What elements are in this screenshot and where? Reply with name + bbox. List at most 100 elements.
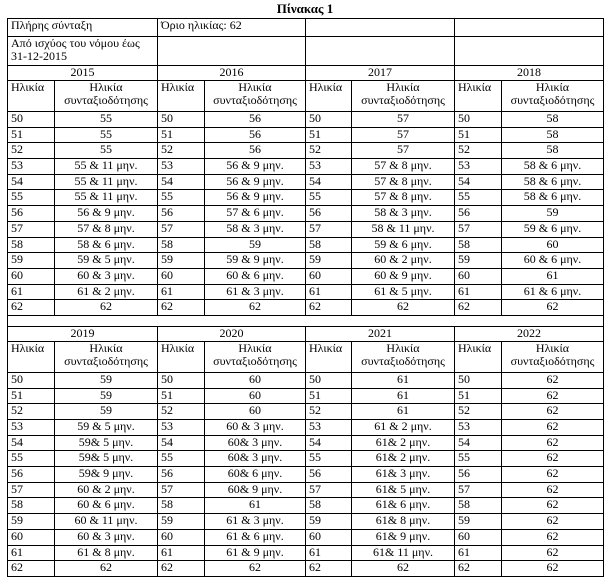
pension-age: 55 — [54, 111, 158, 128]
pension-age: 59 — [501, 205, 604, 222]
age: 60 — [157, 267, 205, 285]
age: 57 — [454, 481, 502, 499]
pension-age: 61& 6 μην. — [351, 497, 455, 515]
age: 59 — [157, 252, 205, 269]
pension-age: 62 — [501, 481, 604, 499]
pension-age: 59 — [54, 387, 158, 405]
pension-age: 56 & 9 μην. — [54, 205, 158, 222]
year: 2016 — [157, 65, 306, 81]
pension-age: 61 & 2 μην. — [54, 283, 158, 301]
pension-age: 60& 3 μην. — [204, 434, 306, 452]
data-row: 60 60 & 3 μην. 60 60 & 6 μην. 60 60 & 9 μην. 6… — [7, 267, 604, 285]
empty-cell — [305, 36, 455, 66]
pension-age: 62 — [501, 544, 604, 562]
pension-age: 57 — [351, 126, 455, 144]
pension-age: 57 & 8 μην. — [54, 220, 158, 238]
pension-age: 62 — [501, 560, 604, 577]
pension-age: 59& 5 μην. — [54, 434, 158, 452]
pension-age: 60 & 6 μην. — [54, 497, 158, 515]
pension-age: 61& 9 μην. — [351, 528, 455, 546]
age: 61 — [454, 544, 502, 562]
pension-age: 60 — [204, 371, 306, 389]
age: 58 — [157, 497, 205, 515]
age: 55 — [157, 189, 205, 207]
age-table: Πλήρης σύνταξη Όριο ηλικίας: 62 Από ισχύος… — [7, 18, 604, 577]
age-header: Ηλικία — [157, 80, 205, 112]
age: 61 — [454, 283, 502, 301]
age: 52 — [454, 403, 502, 420]
age: 58 — [305, 236, 352, 254]
age: 57 — [7, 481, 55, 499]
age: 52 — [7, 403, 55, 420]
year: 2022 — [454, 325, 604, 342]
data-row: 61 61 & 8 μην. 61 61 & 9 μην. 61 61& 11 μην. 6… — [7, 544, 604, 562]
pension-age: 58 & 3 μην. — [204, 220, 306, 238]
pension-age: 62 — [204, 560, 306, 577]
age: 60 — [305, 267, 352, 285]
pension-age: 55 — [54, 126, 158, 144]
pension-age: 60 — [501, 236, 604, 254]
year-row: 2019 2020 2021 2022 — [7, 325, 604, 342]
age-header: Ηλικία — [157, 340, 205, 373]
age: 54 — [157, 434, 205, 452]
age: 52 — [7, 142, 55, 160]
age: 56 — [454, 205, 502, 222]
pension-age: 57 & 8 μην. — [351, 173, 455, 191]
age: 59 — [7, 252, 55, 269]
age: 54 — [7, 173, 55, 191]
age: 51 — [305, 126, 352, 144]
age: 58 — [7, 497, 55, 515]
pension-age: 59 & 9 μην. — [204, 252, 306, 269]
pension-age: 55 — [54, 142, 158, 160]
pension-age: 60& 6 μην. — [204, 466, 306, 483]
pension-age: 60& 9 μην. — [204, 481, 306, 499]
data-row: 56 56 & 9 μην. 56 57 & 6 μην. 56 58 & 3 μην. 5… — [7, 205, 604, 222]
age: 61 — [157, 283, 205, 301]
age: 56 — [157, 466, 205, 483]
header-row: Πλήρης σύνταξη Όριο ηλικίας: 62 — [7, 18, 604, 37]
pension-age: 60 & 11 μην. — [54, 513, 158, 530]
data-row: 54 59& 5 μην. 54 60& 3 μην. 54 61& 2 μην. 54 62 — [7, 434, 604, 452]
age: 62 — [7, 560, 55, 577]
pension-age: 62 — [501, 513, 604, 530]
pension-age: 60 & 2 μην. — [54, 481, 158, 499]
age: 62 — [305, 560, 352, 577]
data-row: 55 55 & 11 μην. 55 56 & 9 μην. 55 57 & 8 μην.… — [7, 189, 604, 207]
age: 53 — [454, 158, 502, 175]
pension-age: 55 & 11 μην. — [54, 189, 158, 207]
age-header: Ηλικία — [305, 340, 352, 373]
pension-age: 62 — [501, 403, 604, 420]
age: 54 — [7, 434, 55, 452]
pension-age: 62 — [54, 560, 158, 577]
data-row: 51 59 51 60 51 61 51 62 — [7, 387, 604, 405]
pension-age: 59 & 5 μην. — [54, 419, 158, 436]
pension-age: 61 & 2 μην. — [351, 419, 455, 436]
age: 55 — [454, 450, 502, 468]
pension-age: 62 — [501, 299, 604, 316]
period-row: Από ισχύος του νόμου έως 31-12-2015 — [7, 36, 604, 66]
data-row: 57 57 & 8 μην. 57 58 & 3 μην. 57 58 & 11 μην.… — [7, 220, 604, 238]
pension-age: 60 & 3 μην. — [54, 528, 158, 546]
data-row: 62 62 62 62 62 62 62 62 — [7, 299, 604, 316]
age: 61 — [7, 283, 55, 301]
age: 53 — [157, 419, 205, 436]
data-row: 55 59& 5 μην. 55 60& 3 μην. 55 61& 2 μην. 55 62 — [7, 450, 604, 468]
age: 54 — [454, 173, 502, 191]
age: 54 — [305, 173, 352, 191]
age: 52 — [157, 403, 205, 420]
pension-age: 58 & 3 μην. — [351, 205, 455, 222]
pension-age: 61 & 6 μην. — [501, 283, 604, 301]
pension-age: 61 & 3 μην. — [204, 283, 306, 301]
data-row: 53 59 & 5 μην. 53 60 & 3 μην. 53 61 & 2 μην. 5… — [7, 419, 604, 436]
age: 50 — [305, 371, 352, 389]
pension-age: 58 & 6 μην. — [501, 189, 604, 207]
age: 56 — [305, 466, 352, 483]
age: 60 — [7, 267, 55, 285]
pension-age: 60 — [204, 387, 306, 405]
year: 2018 — [454, 65, 604, 81]
age: 55 — [7, 450, 55, 468]
age: 50 — [454, 111, 502, 128]
pension-age: 60 & 6 μην. — [204, 267, 306, 285]
data-row: 56 59& 9 μην. 56 60& 6 μην. 56 61& 3 μην. 56 62 — [7, 466, 604, 483]
